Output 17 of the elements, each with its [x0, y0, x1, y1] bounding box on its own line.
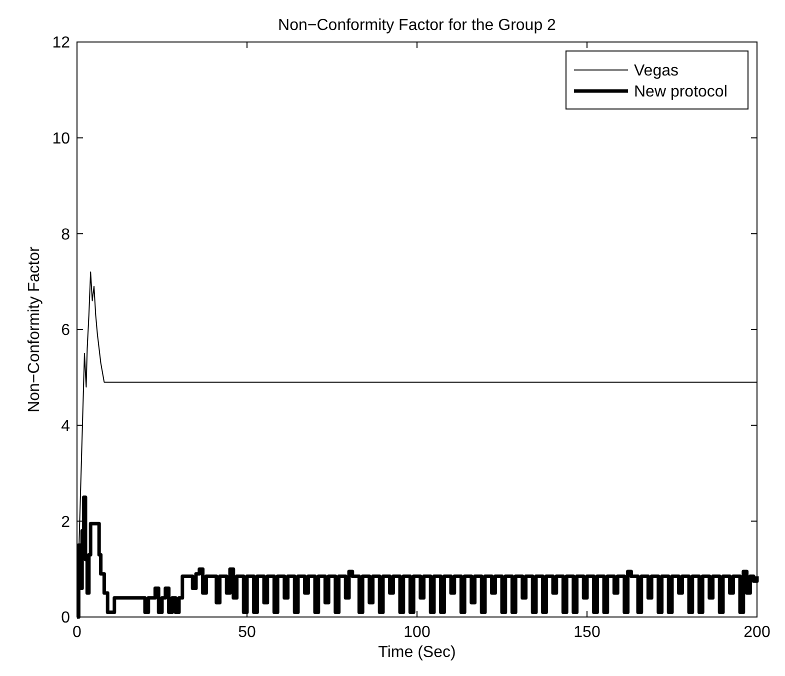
x-tick-label: 50 [238, 624, 256, 641]
legend-label: New protocol [634, 84, 728, 101]
y-tick-label: 4 [61, 418, 70, 435]
x-tick-label: 0 [72, 624, 82, 641]
x-tick-label: 200 [744, 624, 770, 641]
x-tick-label: 150 [574, 624, 600, 641]
y-tick-label: 0 [61, 610, 70, 627]
legend-label: Vegas [634, 62, 678, 80]
chart-title: Non−Conformity Factor for the Group 2 [278, 17, 556, 34]
x-tick-label: 100 [404, 624, 430, 641]
x-axis-title: Time (Sec) [378, 644, 456, 661]
y-tick-label: 2 [61, 514, 70, 531]
y-tick-label: 12 [52, 34, 70, 52]
y-tick-label: 10 [52, 130, 70, 148]
y-tick-label: 6 [61, 322, 70, 340]
y-tick-label: 8 [61, 226, 70, 244]
y-axis-title: Non−Conformity Factor [26, 246, 43, 412]
